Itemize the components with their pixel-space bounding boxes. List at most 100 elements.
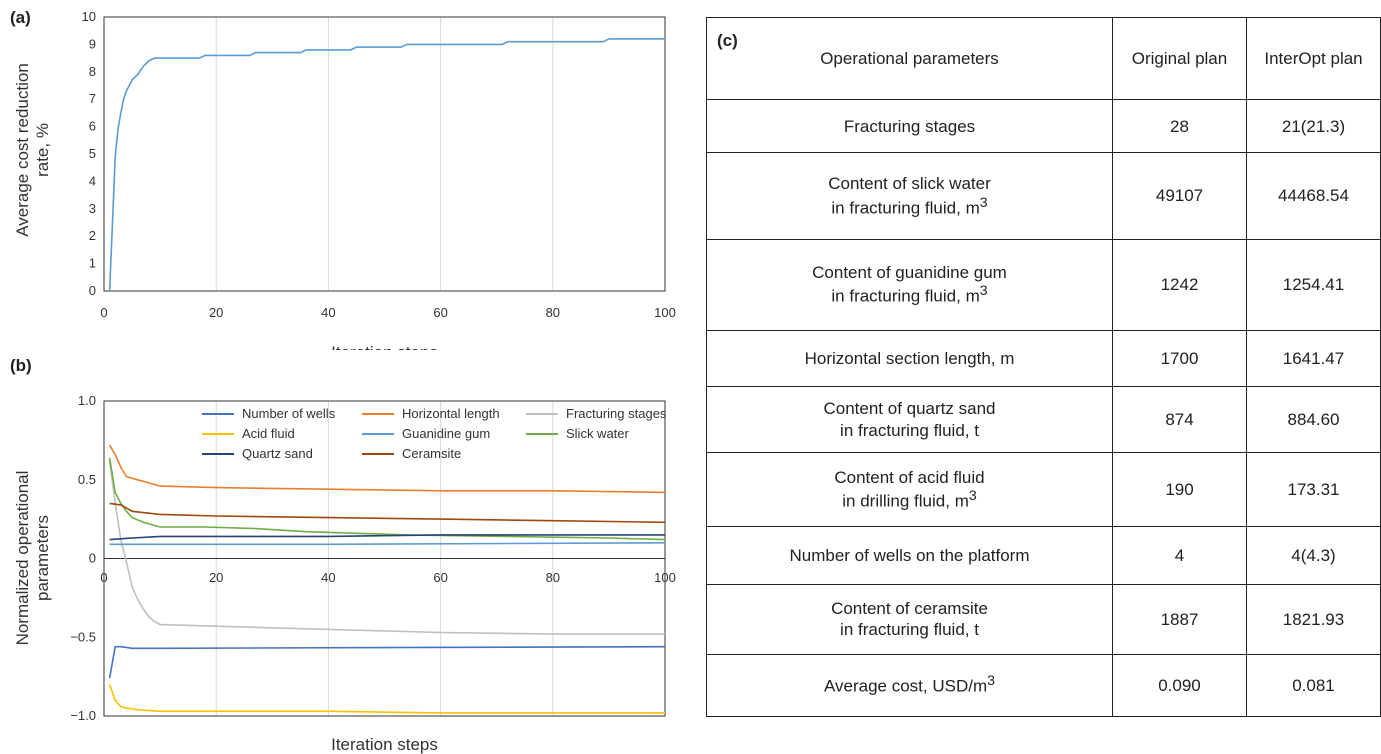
param-label: Fracturing stages — [843, 116, 976, 136]
y-tick-label: −0.5 — [70, 629, 96, 644]
y-tick-label: 3 — [89, 201, 96, 216]
header-interopt-label: InterOpt plan — [1264, 48, 1363, 68]
x-tick-label: 20 — [209, 570, 223, 585]
interopt-value: 1254.41 — [1246, 238, 1381, 331]
series-line-fracturing-stages — [108, 460, 665, 635]
plot-frame — [103, 16, 666, 292]
header-original-cell: Original plan — [1112, 16, 1247, 101]
param-label-line2: in drilling fluid, m3 — [842, 488, 977, 512]
param-label: Average cost, USD/m3 — [823, 673, 995, 697]
y-axis-title-line: parameters — [33, 515, 52, 601]
legend-label: Slick water — [566, 426, 630, 441]
y-axis-title: Average cost reductionrate, % — [13, 63, 52, 237]
param-label: Content of acid fluid — [834, 468, 985, 488]
original-value: 1700 — [1112, 329, 1247, 388]
table-row: Content of slick water in fracturing flui… — [706, 152, 1381, 240]
parameters-table: (c) Operational parameters Original plan… — [706, 16, 1381, 718]
y-tick-label: 1.0 — [78, 393, 96, 408]
y-tick-label: 1 — [89, 256, 96, 271]
legend-label: Quartz sand — [242, 446, 313, 461]
original-value: 190 — [1112, 452, 1247, 528]
param-cell: Content of acid fluid in drilling fluid, … — [706, 452, 1113, 528]
table-row: Horizontal section length, m 1700 1641.47 — [706, 329, 1381, 388]
unit-superscript: 3 — [987, 673, 995, 690]
series-line-guanidine-gum — [109, 542, 666, 546]
param-label: Content of ceramsite — [831, 598, 988, 618]
table-row: Number of wells on the platform 4 4(4.3) — [706, 526, 1381, 585]
y-tick-label: 7 — [89, 91, 96, 106]
header-interopt-cell: InterOpt plan — [1246, 16, 1381, 101]
x-tick-label: 40 — [321, 570, 335, 585]
series-line-0 — [108, 38, 665, 292]
param-cell: Content of ceramsite in fracturing fluid,… — [706, 583, 1113, 655]
param-label: Content of guanidine gum — [812, 263, 1007, 283]
interopt-value: 173.31 — [1246, 452, 1381, 528]
series-line-slick-water — [108, 457, 666, 541]
param-cell: Fracturing stages — [706, 99, 1113, 154]
series-line-horizontal-length — [108, 444, 666, 494]
original-value: 1887 — [1112, 583, 1247, 655]
x-axis-title: Iteration steps — [331, 735, 438, 754]
y-tick-label: 0 — [89, 551, 96, 566]
interopt-value: 1821.93 — [1246, 583, 1381, 655]
table-row: Average cost, USD/m3 0.090 0.081 — [706, 653, 1381, 718]
legend-label: Horizontal length — [402, 406, 500, 421]
interopt-value: 44468.54 — [1246, 152, 1381, 240]
y-axis-title: Normalized operationalparameters — [13, 471, 52, 646]
param-label: Number of wells on the platform — [789, 545, 1030, 565]
y-tick-label: −1.0 — [70, 708, 96, 723]
legend-label: Ceramsite — [402, 446, 461, 461]
table-row: Fracturing stages 28 21(21.3) — [706, 99, 1381, 154]
cost-reduction-chart: 0 20 40 60 80 100 0 1 2 3 4 5 6 7 8 9 10 Iteration steps A… — [13, 9, 676, 350]
header-param-cell: (c) Operational parameters — [706, 16, 1113, 101]
y-tick-label: 0.5 — [78, 472, 96, 487]
panel-label-a: (a) — [10, 8, 31, 27]
table-row: Content of ceramsite in fracturing fluid,… — [706, 583, 1381, 655]
interopt-value: 884.60 — [1246, 386, 1381, 454]
y-tick-label: 9 — [89, 36, 96, 51]
param-label-line2: in fracturing fluid, t — [840, 420, 979, 440]
unit-superscript: 3 — [979, 194, 988, 211]
y-tick-label: 6 — [89, 119, 96, 134]
y-axis-title-line: rate, % — [33, 123, 52, 177]
original-value: 0.090 — [1112, 653, 1247, 718]
param-cell: Average cost, USD/m3 — [706, 653, 1113, 718]
x-tick-label: 60 — [433, 570, 447, 585]
x-tick-label: 80 — [546, 570, 560, 585]
param-cell: Content of quartz sand in fracturing flui… — [706, 386, 1113, 454]
panel-label-b: (b) — [10, 356, 32, 375]
unit-superscript: 3 — [979, 283, 988, 300]
original-value: 49107 — [1112, 152, 1247, 240]
y-tick-label: 4 — [89, 173, 96, 188]
y-axis-title-line: Normalized operational — [13, 471, 32, 646]
y-tick-label: 5 — [89, 146, 96, 161]
original-value: 1242 — [1112, 238, 1247, 331]
y-tick-label: 0 — [89, 283, 96, 298]
series-line-number-of-wells — [108, 645, 666, 679]
x-tick-label: 100 — [654, 305, 676, 320]
panel-label-c: (c) — [717, 31, 738, 50]
table-row: Content of guanidine gum in fracturing fl… — [706, 238, 1381, 331]
interopt-value: 0.081 — [1246, 653, 1381, 718]
table-row: Content of acid fluid in drilling fluid, … — [706, 452, 1381, 528]
series-line-acid-fluid — [108, 684, 665, 714]
legend-label: Acid fluid — [242, 426, 295, 441]
param-label-line2: in fracturing fluid, m3 — [831, 283, 988, 307]
y-tick-label: 10 — [82, 9, 96, 24]
x-axis-title: Iteration steps — [331, 343, 438, 350]
param-cell: Content of slick water in fracturing flui… — [706, 152, 1113, 240]
interopt-value: 1641.47 — [1246, 329, 1381, 388]
legend-label: Number of wells — [242, 406, 336, 421]
x-tick-label: 80 — [546, 305, 560, 320]
x-tick-label: 60 — [433, 305, 447, 320]
interopt-value: 21(21.3) — [1246, 99, 1381, 154]
header-original-label: Original plan — [1131, 48, 1228, 68]
param-label-line2: in fracturing fluid, m3 — [831, 194, 988, 218]
unit-superscript: 3 — [968, 488, 977, 505]
x-tick-label: 0 — [100, 305, 107, 320]
y-axis-title-line: Average cost reduction — [13, 63, 32, 237]
param-cell: Number of wells on the platform — [706, 526, 1113, 585]
x-tick-label: 40 — [321, 305, 335, 320]
param-cell: Horizontal section length, m — [706, 329, 1113, 388]
